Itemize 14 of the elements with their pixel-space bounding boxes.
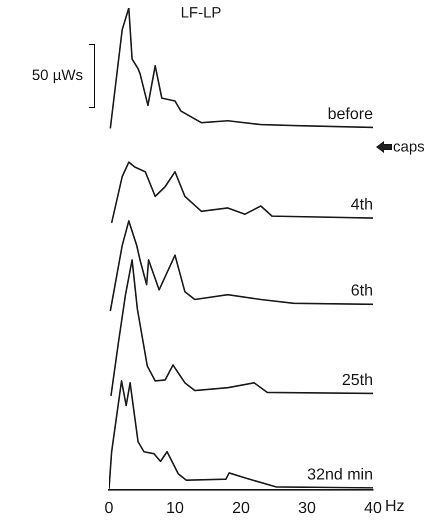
x-tick-label: 40 — [364, 500, 382, 517]
x-tick-label: 10 — [166, 500, 184, 517]
x-tick-label: 20 — [232, 500, 250, 517]
chart-title: LF-LP — [180, 4, 222, 22]
x-tick-label: 30 — [298, 500, 316, 517]
x-axis-title: Hz — [385, 498, 405, 516]
series-label: 32nd min — [307, 466, 373, 484]
text: 50 µWs — [32, 66, 83, 84]
series-label: 6th — [350, 282, 373, 300]
series-label: 25th — [342, 372, 373, 389]
series-label: 4th — [350, 196, 373, 214]
x-tick-label: 0 — [104, 500, 114, 517]
series-label: before — [328, 106, 374, 123]
text: caps — [393, 138, 425, 156]
